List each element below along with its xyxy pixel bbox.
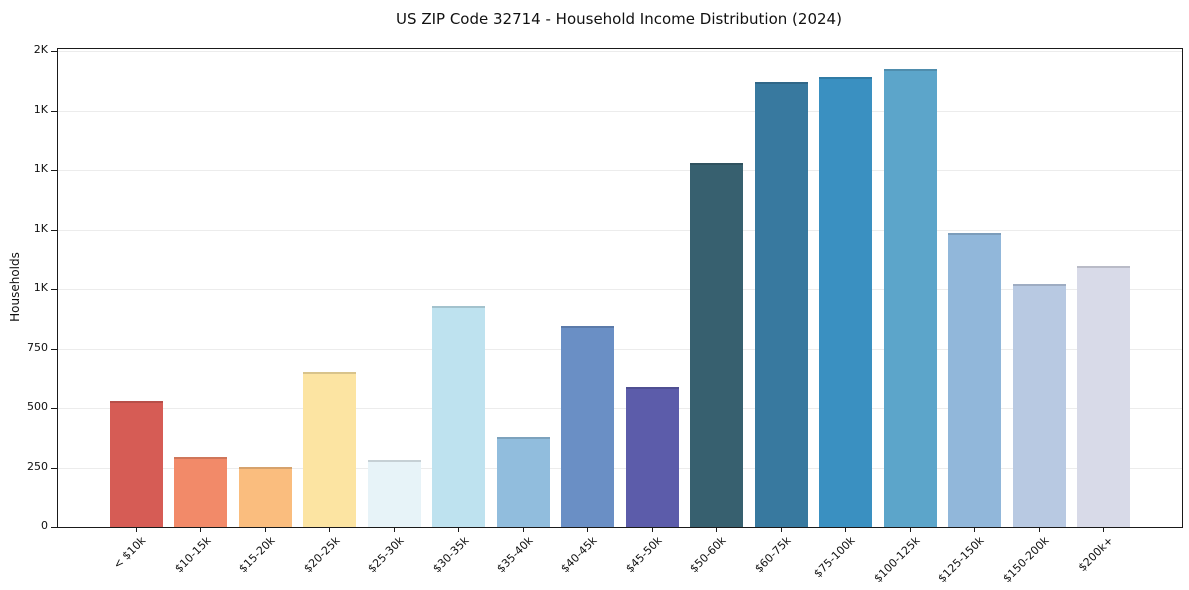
x-tick-mark: [780, 527, 782, 532]
x-tick-label: $50-60k: [687, 534, 729, 576]
y-tick-mark: [51, 170, 57, 171]
y-tick-label: 1K: [33, 102, 48, 116]
bar-125-150k: [948, 233, 1002, 527]
gridline: [58, 229, 1182, 231]
bar-25-30k: [367, 460, 421, 527]
y-tick-label: 750: [27, 340, 48, 354]
gridline: [58, 289, 1182, 290]
x-tick-label: $75-100k: [811, 534, 858, 581]
x-tick-label: $10-15k: [171, 534, 214, 576]
y-tick-mark: [51, 110, 57, 112]
bar-200k: [1077, 266, 1131, 527]
gridline: [58, 170, 1182, 171]
y-tick-label: 2K: [33, 43, 48, 56]
bar-40-45k: [561, 326, 615, 527]
bar-10k: [110, 401, 163, 527]
x-tick-label: < $10k: [111, 534, 149, 572]
x-tick-label: $15-20k: [236, 534, 278, 576]
x-tick-mark: [522, 527, 524, 532]
x-tick-label: $30-35k: [429, 534, 472, 576]
chart-title: US ZIP Code 32714 - Household Income Dis…: [396, 10, 842, 28]
x-tick-mark: [587, 527, 589, 532]
y-tick-mark: [51, 467, 57, 469]
x-tick-mark: [264, 527, 266, 532]
x-tick-mark: [1038, 527, 1040, 532]
y-tick-label: 1K: [33, 281, 48, 294]
gridline: [58, 348, 1182, 350]
x-tick-mark: [200, 527, 202, 532]
x-tick-label: $200k+: [1075, 534, 1116, 575]
x-tick-mark: [845, 527, 847, 532]
bar-15-20k: [238, 467, 292, 527]
y-tick-mark: [51, 51, 57, 52]
y-tick-mark: [51, 289, 57, 290]
x-tick-mark: [393, 527, 395, 532]
x-tick-mark: [458, 527, 460, 532]
y-tick-label: 250: [27, 459, 48, 473]
x-tick-label: $45-50k: [623, 534, 665, 576]
x-tick-mark: [651, 527, 653, 532]
x-tick-mark: [1103, 527, 1105, 532]
bar-30-35k: [432, 306, 486, 527]
y-tick-label: 0: [41, 519, 48, 532]
y-tick-mark: [51, 229, 57, 231]
plot-area: [51, 48, 1183, 532]
x-tick-label: $125-150k: [935, 534, 987, 586]
bar-100-125k: [883, 69, 937, 527]
x-tick-label: $60-75k: [752, 534, 794, 576]
y-tick-mark: [51, 527, 57, 528]
y-tick-mark: [51, 348, 57, 350]
bar-10-15k: [174, 457, 228, 527]
bar-50-60k: [690, 163, 744, 527]
bar-45-50k: [625, 387, 679, 527]
x-tick-label: $100-125k: [871, 534, 923, 586]
x-tick-mark: [909, 527, 911, 532]
x-tick-mark: [974, 527, 976, 532]
y-tick-label: 1K: [33, 162, 48, 175]
y-tick-label: 1K: [33, 221, 48, 235]
gridline: [58, 110, 1182, 112]
x-tick-label: $40-45k: [558, 534, 600, 576]
bar-35-40k: [496, 437, 550, 527]
bar-60-75k: [754, 82, 808, 527]
y-tick-label: 500: [27, 400, 48, 413]
x-tick-label: $150-200k: [1000, 534, 1052, 586]
y-tick-mark: [51, 408, 57, 409]
gridline: [58, 467, 1182, 469]
bar-75-100k: [819, 77, 873, 527]
x-tick-label: $25-30k: [365, 534, 407, 576]
x-tick-mark: [329, 527, 331, 532]
x-tick-label: $35-40k: [494, 534, 536, 576]
x-tick-mark: [716, 527, 718, 532]
bar-20-25k: [303, 372, 357, 527]
gridline: [58, 408, 1182, 409]
x-tick-label: $20-25k: [300, 534, 343, 576]
bar-150-200k: [1012, 284, 1066, 527]
x-tick-mark: [136, 527, 137, 532]
gridline: [58, 51, 1182, 52]
